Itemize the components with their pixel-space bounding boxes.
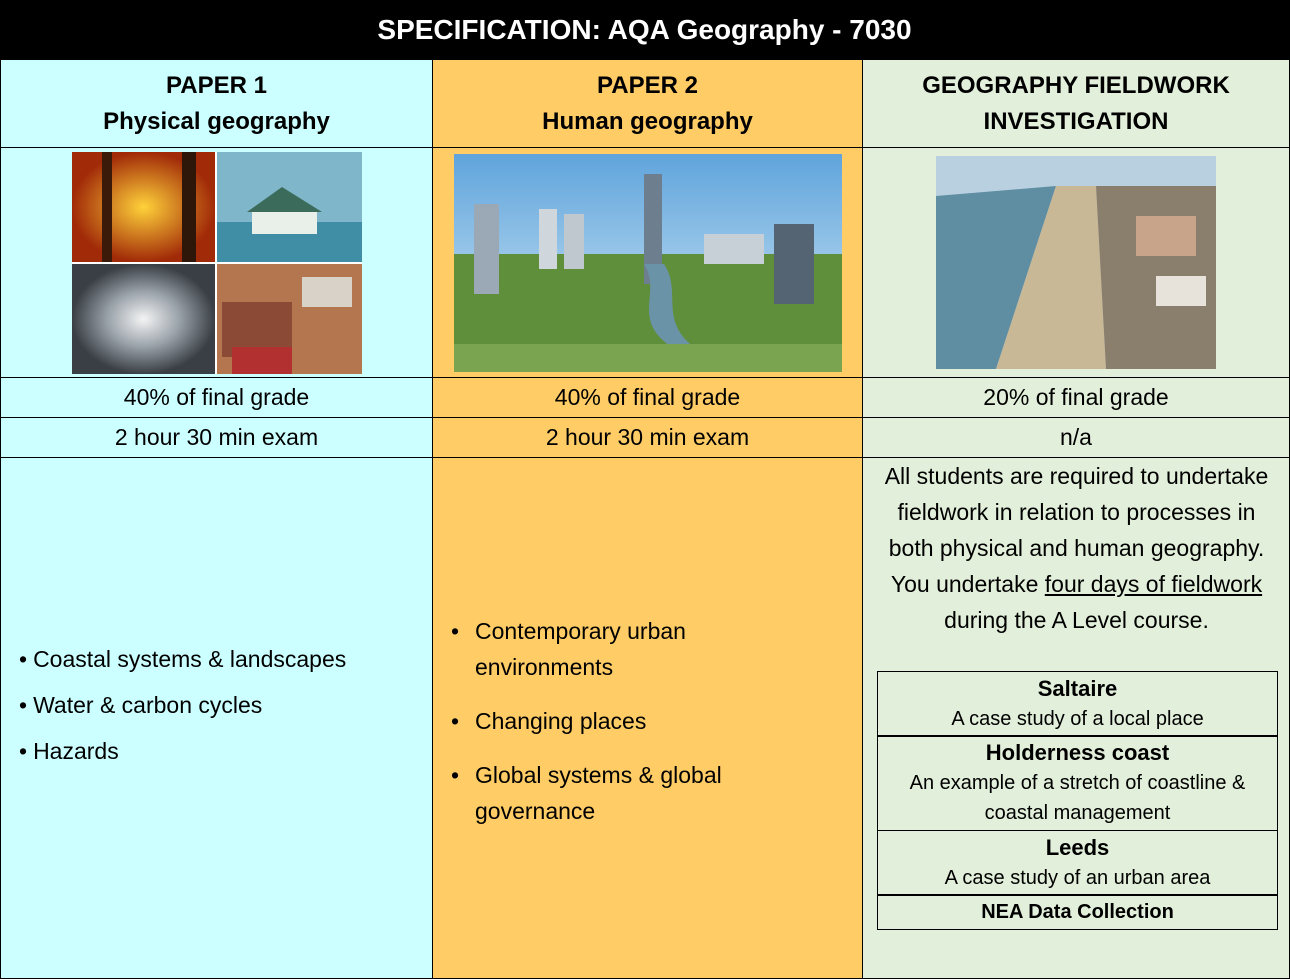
- city-photo: [453, 153, 842, 372]
- topic: Coastal systems & landscapes: [19, 646, 346, 673]
- topic: Hazards: [19, 738, 346, 765]
- topic-list: Contemporary urban environments Changing…: [451, 613, 805, 847]
- description-emphasis: four days of fieldwork: [1044, 571, 1263, 597]
- description-text: All students are required to undertake f…: [884, 463, 1269, 597]
- topic-list: Coastal systems & landscapes Water & car…: [19, 646, 346, 784]
- heading-line: GEOGRAPHY FIELDWORK: [922, 71, 1230, 99]
- topic: Global systems & global governance: [451, 757, 805, 829]
- description-text: during the A Level course.: [944, 607, 1209, 633]
- heading-line: INVESTIGATION: [983, 107, 1169, 135]
- assessment: n/a: [863, 418, 1290, 458]
- column-heading: PAPER 1 Physical geography: [0, 60, 433, 148]
- heading-line: Human geography: [542, 107, 753, 135]
- site-detail: A case study of an urban area: [944, 866, 1211, 889]
- hazards-collage: [71, 151, 362, 374]
- assessment: 2 hour 30 min exam: [433, 418, 863, 458]
- site-name: Holderness coast: [985, 740, 1170, 765]
- assessment: 2 hour 30 min exam: [0, 418, 433, 458]
- image-cell: [863, 148, 1290, 378]
- topic: Water & carbon cycles: [19, 692, 346, 719]
- weighting: 20% of final grade: [863, 378, 1290, 418]
- site-detail: A case study of a local place: [951, 707, 1204, 730]
- site-detail: An example of a stretch of coastline & c…: [909, 772, 1246, 824]
- content-cell: Contemporary urban environments Changing…: [433, 458, 863, 979]
- heading-line: PAPER 2: [597, 71, 698, 99]
- heading-line: PAPER 1: [166, 71, 267, 99]
- site: NEA Data Collection: [877, 894, 1278, 930]
- content-cell: Coastal systems & landscapes Water & car…: [0, 458, 433, 979]
- title: SPECIFICATION: AQA Geography - 7030: [0, 0, 1290, 60]
- site: Saltaire A case study of a local place: [877, 670, 1278, 737]
- weighting: 40% of final grade: [0, 378, 433, 418]
- site-name: NEA Data Collection: [981, 901, 1174, 923]
- site-list: Saltaire A case study of a local place Ho…: [877, 670, 1278, 930]
- content-cell: All students are required to undertake f…: [863, 458, 1290, 979]
- site: Holderness coast An example of a stretch …: [877, 735, 1278, 831]
- site-name: Saltaire: [1037, 675, 1118, 701]
- site-name: Leeds: [1045, 834, 1110, 860]
- column-heading: PAPER 2 Human geography: [433, 60, 863, 148]
- image-cell: [0, 148, 433, 378]
- heading-line: Physical geography: [103, 107, 330, 135]
- topic: Contemporary urban environments: [451, 613, 805, 685]
- description: All students are required to undertake f…: [875, 458, 1278, 638]
- weighting: 40% of final grade: [433, 378, 863, 418]
- coast-photo: [936, 156, 1216, 369]
- site: Leeds A case study of an urban area: [877, 829, 1278, 896]
- topic: Changing places: [451, 703, 805, 739]
- image-cell: [433, 148, 863, 378]
- column-heading: GEOGRAPHY FIELDWORK INVESTIGATION: [863, 60, 1290, 148]
